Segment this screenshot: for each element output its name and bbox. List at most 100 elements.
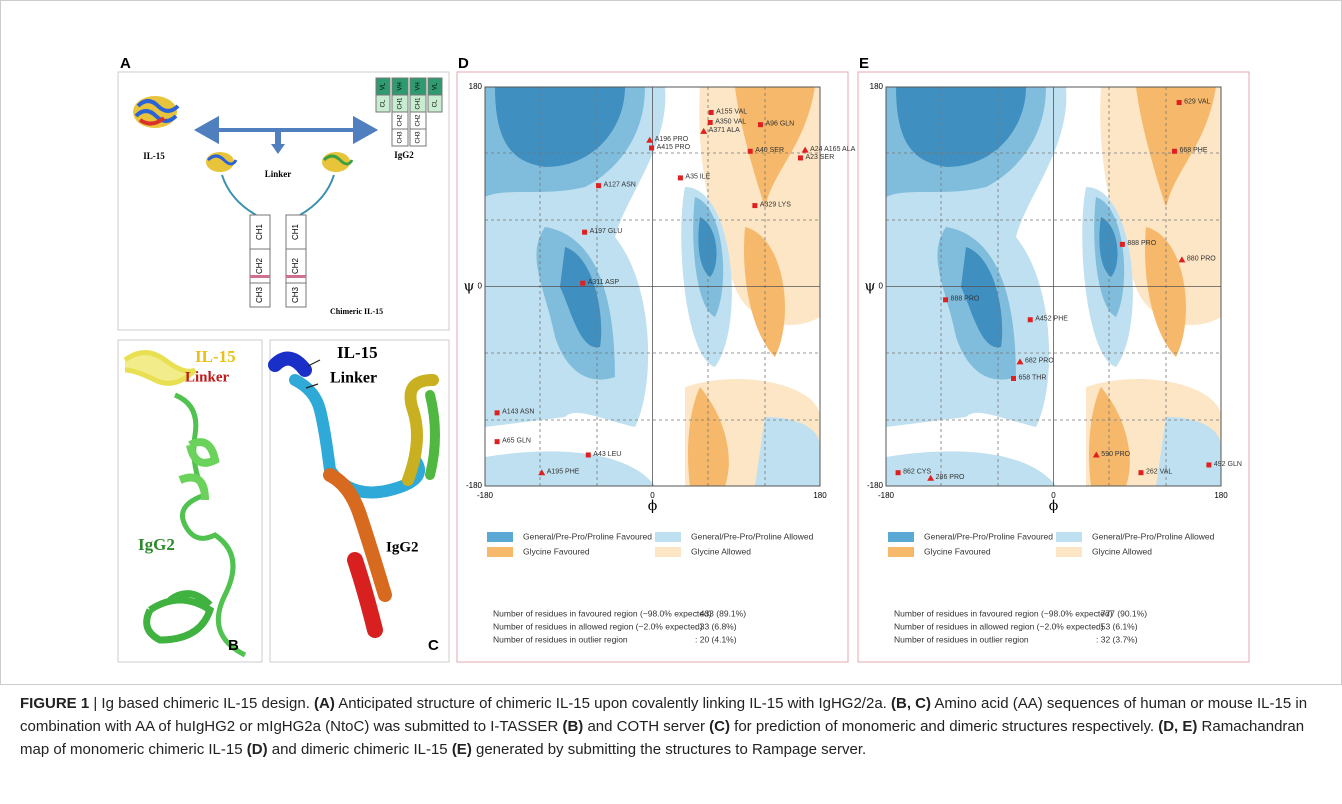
outlier-point bbox=[708, 120, 713, 125]
outlier-label: A195 PHE bbox=[547, 469, 580, 476]
y-axis-label: ψ bbox=[865, 279, 876, 295]
outlier-point bbox=[678, 175, 683, 180]
x-tick-label: -180 bbox=[878, 491, 895, 500]
domain-label: CH2 bbox=[416, 114, 422, 127]
caption-segment: Anticipated structure of chimeric IL-15 … bbox=[335, 695, 891, 712]
domain-label: CH3 bbox=[291, 286, 300, 303]
outlier-label: A329 LYS bbox=[760, 201, 791, 208]
outlier-point bbox=[1172, 149, 1177, 154]
legend-label: General/Pre-Pro/Proline Allowed bbox=[691, 531, 814, 541]
caption-segment: for prediction of monomeric and dimeric … bbox=[730, 718, 1158, 735]
stat-value: : 20 (4.1%) bbox=[695, 634, 737, 644]
outlier-point bbox=[709, 110, 714, 115]
stat-value: : 33 (6.8%) bbox=[695, 621, 737, 631]
legend-label: General/Pre-Pro/Proline Allowed bbox=[1092, 531, 1215, 541]
legend-label: Glycine Favoured bbox=[924, 546, 991, 556]
y-tick-label: -180 bbox=[466, 481, 483, 490]
caption-segment: (B) bbox=[562, 718, 583, 735]
outlier-label: 888 PRO bbox=[951, 296, 980, 303]
outlier-label: A23 SER bbox=[805, 154, 834, 161]
label: Linker bbox=[330, 370, 377, 387]
outlier-point bbox=[582, 230, 587, 235]
outlier-label: A43 LEU bbox=[593, 451, 621, 458]
label: IL-15 bbox=[143, 151, 165, 161]
label: IgG2 bbox=[386, 539, 419, 555]
outlier-point bbox=[758, 122, 763, 127]
outlier-label: A127 ASN bbox=[604, 181, 636, 188]
outlier-label: A24 A165 ALA bbox=[810, 146, 855, 153]
legend-swatch bbox=[487, 547, 513, 557]
y-axis-label: ψ bbox=[464, 279, 475, 295]
outlier-label: A371 ALA bbox=[709, 127, 740, 134]
y-tick-label: -180 bbox=[867, 481, 884, 490]
panel-letter: C bbox=[428, 637, 439, 654]
label: IL-15 bbox=[195, 347, 236, 366]
x-axis-label: ϕ bbox=[648, 498, 658, 514]
figure: A IL-15 VHCH1CH2CH3VHCH1CH2CH3VLCLVLCL I… bbox=[0, 0, 1342, 686]
caption-segment: (D, E) bbox=[1158, 718, 1197, 735]
label: IgG2 bbox=[394, 150, 414, 160]
stat-label: Number of residues in allowed region (~2… bbox=[894, 621, 1104, 631]
outlier-point bbox=[580, 281, 585, 286]
outlier-label: A415 PRO bbox=[657, 144, 691, 151]
outlier-point bbox=[1120, 242, 1125, 247]
y-tick-label: 180 bbox=[469, 82, 483, 91]
stat-label: Number of residues in outlier region bbox=[894, 634, 1029, 644]
outlier-point bbox=[495, 410, 500, 415]
caption-segment: (B, C) bbox=[891, 695, 931, 712]
label: Linker bbox=[185, 369, 230, 385]
domain-label: VH bbox=[398, 82, 404, 90]
caption-segment: generated by submitting the structures t… bbox=[472, 741, 866, 758]
outlier-label: A196 PRO bbox=[655, 136, 689, 143]
outlier-point bbox=[896, 470, 901, 475]
stat-label: Number of residues in favoured region (~… bbox=[894, 608, 1113, 618]
caption-segment: (C) bbox=[709, 718, 730, 735]
domain-label: CH3 bbox=[255, 286, 264, 303]
outlier-label: A96 GLN bbox=[765, 121, 794, 128]
outlier-point bbox=[748, 149, 753, 154]
outlier-label: A452 PHE bbox=[1035, 316, 1068, 323]
legend-label: General/Pre-Pro/Proline Favoured bbox=[924, 531, 1053, 541]
outlier-point bbox=[1177, 100, 1182, 105]
stat-label: Number of residues in favoured region (~… bbox=[493, 608, 712, 618]
domain-label: VL bbox=[433, 82, 439, 90]
caption-segment: | Ig based chimeric IL-15 design. bbox=[89, 695, 314, 712]
outlier-point bbox=[943, 297, 948, 302]
outlier-label: 880 PRO bbox=[1187, 256, 1216, 263]
outlier-point bbox=[798, 155, 803, 160]
outlier-label: 629 VAL bbox=[1184, 98, 1210, 105]
domain-label: VL bbox=[381, 82, 387, 90]
outlier-label: 286 PRO bbox=[936, 474, 965, 481]
outlier-label: A350 VAL bbox=[715, 118, 746, 125]
stat-value: : 32 (3.7%) bbox=[1096, 634, 1138, 644]
x-tick-label: -180 bbox=[477, 491, 494, 500]
outlier-label: A311 ASP bbox=[588, 279, 620, 286]
outlier-point bbox=[649, 145, 654, 150]
page: A IL-15 VHCH1CH2CH3VHCH1CH2CH3VLCLVLCL I… bbox=[0, 0, 1342, 804]
caption-segment: (E) bbox=[452, 741, 472, 758]
legend-swatch bbox=[655, 547, 681, 557]
panel-letter: A bbox=[120, 55, 131, 72]
outlier-point bbox=[1028, 317, 1033, 322]
hinge bbox=[286, 275, 306, 278]
y-tick-label: 0 bbox=[478, 282, 483, 291]
domain-label: VH bbox=[416, 82, 422, 90]
caption-segment: (D) bbox=[247, 741, 268, 758]
x-tick-label: 180 bbox=[813, 491, 827, 500]
domain-label: CH1 bbox=[416, 97, 422, 110]
stat-label: Number of residues in outlier region bbox=[493, 634, 628, 644]
outlier-label: A40 SER bbox=[755, 147, 784, 154]
outlier-label: 262 VAL bbox=[1146, 469, 1172, 476]
panel-letter: E bbox=[859, 55, 869, 72]
hinge bbox=[250, 275, 270, 278]
legend-swatch bbox=[888, 532, 914, 542]
outlier-label: A35 ILE bbox=[685, 174, 710, 181]
legend-swatch bbox=[888, 547, 914, 557]
outlier-point bbox=[495, 439, 500, 444]
outlier-point bbox=[596, 183, 601, 188]
stat-value: : 53 (6.1%) bbox=[1096, 621, 1138, 631]
caption-segment: and COTH server bbox=[583, 718, 709, 735]
domain-label: CH1 bbox=[291, 223, 300, 240]
